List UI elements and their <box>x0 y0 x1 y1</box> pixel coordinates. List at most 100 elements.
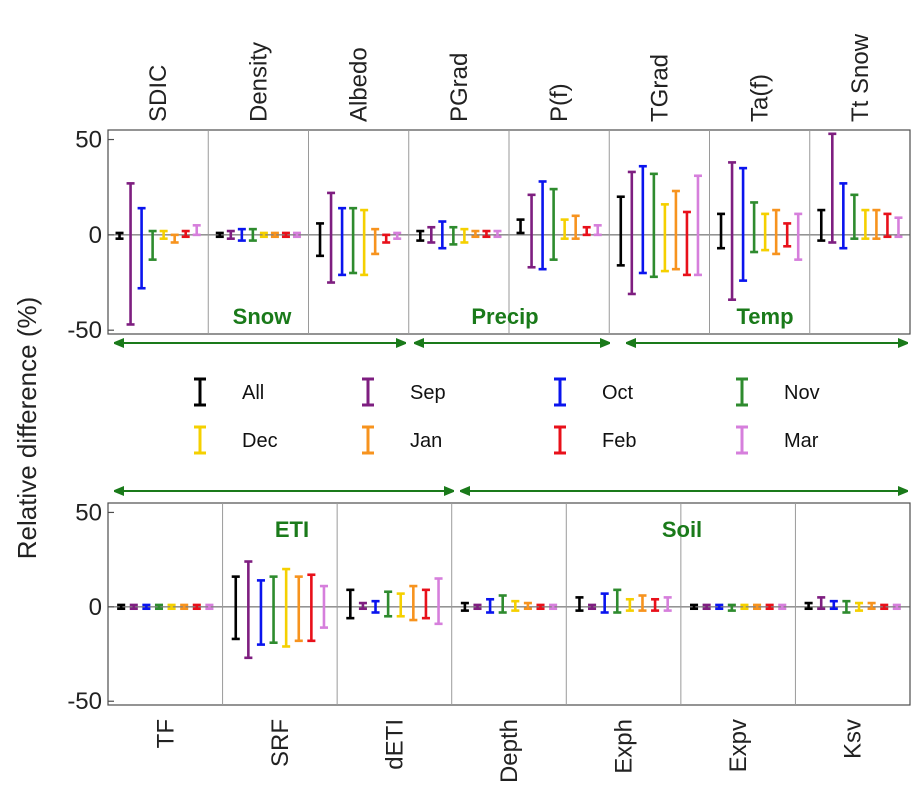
bottom-errorbar-ksv-nov <box>842 599 851 614</box>
bottom-errorbar-tf-nov <box>154 603 164 611</box>
param-label-ta-f: Ta(f) <box>747 74 774 122</box>
legend-swatch-jan <box>362 425 374 455</box>
bottom-errorbar-expv-sep <box>702 603 711 611</box>
bottom-errorbar-srf-mar <box>319 584 329 629</box>
top-errorbar-tgrad-jan <box>671 189 680 271</box>
group-label-snow: Snow <box>233 304 293 329</box>
top-errorbar-tgrad-sep <box>627 170 636 296</box>
bottom-errorbar-deti-all <box>346 588 355 620</box>
top-errorbar-albedo-feb <box>382 233 391 244</box>
top-param-labels: SDIC Density Albedo PGrad P(f) TGrad Ta(f) Tt S… <box>145 33 874 122</box>
param-label-sdic: SDIC <box>145 65 172 122</box>
group-label-soil: Soil <box>662 517 702 542</box>
top-errorbar-tt-snow-dec <box>861 208 870 240</box>
y-axis-label: Relative difference (%) <box>12 297 42 560</box>
top-ytick-label: 0 <box>89 222 102 249</box>
bottom-errorbar-tf-feb <box>192 603 201 611</box>
top-errorbar-density-dec <box>259 231 268 239</box>
top-errorbar-pgrad-all <box>416 229 425 242</box>
top-errorbar-pgrad-feb <box>482 229 491 239</box>
param-label-tgrad: TGrad <box>646 54 673 122</box>
legend-label-nov: Nov <box>784 382 820 404</box>
legend: All Sep Oct Nov Dec Jan Feb Mar <box>194 377 820 455</box>
legend-swatch-nov <box>736 377 748 407</box>
param-label-p-f: P(f) <box>546 83 573 122</box>
top-errorbar-albedo-mar <box>393 231 402 240</box>
bottom-errorbar-srf-sep <box>244 560 253 660</box>
bottom-errorbar-exph-dec <box>625 597 634 612</box>
bottom-errorbar-expv-jan <box>753 603 762 611</box>
top-panel: 50 0 -50 <box>67 127 911 344</box>
param-label-expv: Expv <box>725 719 752 772</box>
bottom-errorbar-srf-nov <box>269 575 278 645</box>
bottom-errorbar-tf-jan <box>180 603 189 611</box>
bottom-errorbar-deti-oct <box>371 599 380 614</box>
bottom-errorbar-tf-sep <box>129 603 138 611</box>
top-errorbar-density-nov <box>248 227 257 242</box>
top-errorbar-albedo-jan <box>371 227 380 256</box>
bottom-ytick-label: -50 <box>67 688 102 715</box>
group-label-temp: Temp <box>736 304 793 329</box>
bottom-errorbar-deti-sep <box>358 601 367 611</box>
top-errorbar-tt-snow-mar <box>894 216 903 239</box>
bottom-errorbar-srf-jan <box>294 575 303 643</box>
bottom-errorbar-ksv-sep <box>817 596 826 611</box>
top-errorbar-density-all <box>215 231 224 239</box>
legend-label-mar: Mar <box>784 430 819 452</box>
bottom-errorbar-ksv-oct <box>829 599 838 611</box>
top-errorbar-tt-snow-oct <box>839 182 848 250</box>
bottom-ytick-label: 0 <box>89 594 102 621</box>
legend-label-dec: Dec <box>242 430 278 452</box>
bottom-errorbar-ksv-dec <box>854 601 864 612</box>
bottom-errorbar-srf-feb <box>307 573 316 643</box>
bottom-errorbar-depth-nov <box>498 594 507 614</box>
top-errorbar-ta-f-jan <box>772 208 781 256</box>
param-label-density: Density <box>245 42 272 122</box>
top-errorbar-tgrad-all <box>616 195 625 267</box>
legend-label-sep: Sep <box>410 382 446 404</box>
legend-label-oct: Oct <box>602 382 634 404</box>
top-errorbar-density-jan <box>270 231 279 239</box>
bottom-errorbar-ksv-mar <box>892 603 901 611</box>
param-label-exph: Exph <box>611 719 638 774</box>
top-errorbar-sdic-feb <box>181 229 190 239</box>
bottom-errorbar-exph-feb <box>651 597 660 612</box>
group-label-eti: ETI <box>275 517 309 542</box>
bottom-errorbar-ksv-all <box>804 601 813 611</box>
bottom-errorbar-ksv-jan <box>867 601 876 611</box>
bottom-errorbar-tf-oct <box>142 603 151 611</box>
top-errorbar-density-mar <box>292 231 301 239</box>
param-label-tf: TF <box>152 719 179 748</box>
bottom-errorbar-deti-nov <box>384 590 393 618</box>
bottom-errorbar-deti-feb <box>421 588 430 620</box>
top-ytick-label: 50 <box>75 127 102 154</box>
bottom-errorbar-exph-nov <box>613 588 622 614</box>
bottom-errorbar-depth-feb <box>536 603 545 611</box>
top-errorbar-tgrad-nov <box>649 172 658 279</box>
top-ytick-label: -50 <box>67 317 102 344</box>
top-errorbar-sdic-sep <box>126 182 135 326</box>
top-errorbar-p-f-feb <box>582 225 591 237</box>
bottom-errorbar-deti-jan <box>409 584 418 622</box>
legend-swatch-feb <box>554 425 566 455</box>
top-errorbar-tt-snow-sep <box>828 132 837 244</box>
top-errorbar-pgrad-oct <box>438 220 447 250</box>
top-errorbar-tt-snow-all <box>817 208 826 242</box>
top-errorbar-p-f-mar <box>593 224 602 237</box>
top-errorbar-density-oct <box>237 227 246 242</box>
top-errorbar-ta-f-feb <box>783 222 792 248</box>
bottom-errorbar-expv-all <box>689 603 699 611</box>
bottom-ytick-label: 50 <box>75 499 102 526</box>
bottom-errorbar-expv-mar <box>778 603 787 611</box>
bottom-errorbar-exph-mar <box>663 596 672 612</box>
top-errorbar-p-f-all <box>516 218 525 235</box>
bottom-errorbar-deti-dec <box>396 592 405 618</box>
top-errorbar-p-f-sep <box>527 193 536 269</box>
legend-swatch-oct <box>554 377 566 407</box>
param-label-depth: Depth <box>496 719 523 783</box>
top-errorbar-sdic-mar <box>192 224 201 237</box>
top-errorbar-albedo-oct <box>338 206 347 277</box>
top-errorbar-sdic-dec <box>159 229 168 240</box>
bottom-errorbar-ksv-feb <box>880 603 889 611</box>
